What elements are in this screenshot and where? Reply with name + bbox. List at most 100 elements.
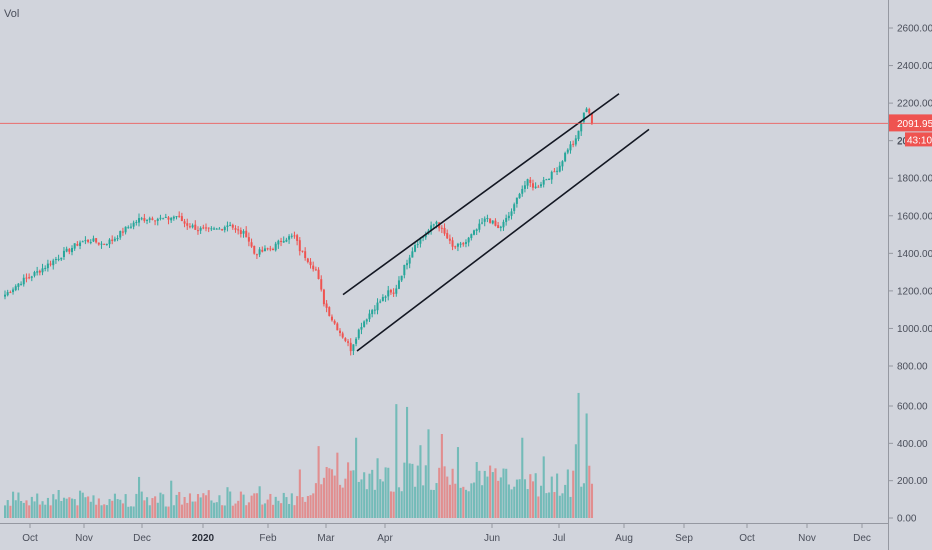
- price-tick-label: 2200.00: [897, 99, 932, 110]
- trend-channel[interactable]: [342, 93, 650, 352]
- candle: [360, 322, 363, 335]
- volume-bar: [154, 496, 157, 518]
- candle: [406, 259, 408, 270]
- candle: [237, 225, 240, 235]
- candle: [462, 241, 465, 247]
- candle: [213, 226, 216, 231]
- candle: [459, 241, 462, 248]
- volume-bar: [467, 491, 470, 518]
- volume-bar: [71, 498, 74, 518]
- volume-bar: [30, 496, 33, 518]
- volume-bar: [569, 496, 572, 518]
- candle: [352, 344, 355, 356]
- candle: [529, 177, 532, 188]
- volume-bar: [403, 462, 406, 518]
- candle: [46, 259, 49, 272]
- volume-bar: [483, 470, 486, 518]
- volume-bar: [566, 469, 569, 518]
- volume-bar: [138, 476, 141, 518]
- candle: [542, 176, 545, 188]
- candle: [564, 151, 567, 163]
- candle: [384, 295, 387, 302]
- candle: [357, 328, 360, 340]
- candle: [507, 212, 510, 221]
- candle: [566, 148, 569, 155]
- volume-bar: [191, 501, 194, 518]
- candle: [344, 337, 347, 343]
- candle: [371, 308, 374, 318]
- candle: [526, 178, 529, 189]
- time-tick-label: Mar: [317, 533, 335, 544]
- candle: [365, 318, 368, 325]
- candle: [280, 237, 283, 247]
- volume-bar: [365, 489, 368, 518]
- volume-bar: [73, 499, 76, 518]
- candle: [62, 247, 65, 260]
- candle: [363, 320, 366, 328]
- candle: [52, 258, 55, 270]
- candle: [207, 227, 210, 233]
- candle: [325, 300, 328, 313]
- candle: [196, 226, 199, 235]
- candle: [368, 309, 371, 323]
- candle: [44, 265, 47, 272]
- candle: [100, 241, 103, 249]
- candle: [146, 219, 149, 225]
- volume-bar: [167, 506, 170, 518]
- volume-bar: [97, 498, 100, 518]
- price-axis[interactable]: 2600.002400.002200.002000.001800.001600.…: [888, 24, 932, 373]
- volume-axis[interactable]: 600.00 400.00 200.00 0.00: [888, 402, 928, 525]
- time-tick-label: Sep: [675, 533, 693, 544]
- candle: [464, 239, 467, 248]
- candle: [175, 215, 178, 220]
- candle: [548, 178, 551, 181]
- volume-bar: [443, 466, 446, 518]
- candle: [304, 247, 307, 261]
- candle: [202, 224, 205, 230]
- volume-bar: [545, 493, 548, 518]
- volume-bar: [22, 502, 25, 518]
- volume-bar: [261, 504, 264, 518]
- volume-bar: [381, 481, 384, 518]
- candle: [513, 202, 516, 214]
- volume-bar: [491, 472, 494, 518]
- time-tick-label: Nov: [798, 533, 816, 544]
- candle: [218, 227, 221, 230]
- volume-bar: [52, 494, 55, 518]
- candle: [223, 225, 226, 233]
- candle: [553, 167, 556, 173]
- volume-bar: [419, 445, 422, 518]
- volume-bar: [207, 490, 210, 518]
- time-axis[interactable]: Oct Nov Dec 2020 Feb Mar Apr Jun Jul Aug Sep Oct Nov…: [22, 524, 871, 544]
- volume-bar: [518, 479, 521, 518]
- candle: [247, 232, 250, 247]
- volume-bar: [148, 505, 151, 518]
- candle: [483, 216, 486, 227]
- volume-bar: [392, 491, 395, 518]
- volume-bar: [6, 500, 9, 518]
- candle: [119, 230, 122, 240]
- candle: [475, 228, 478, 236]
- candle: [151, 216, 154, 221]
- candle: [272, 247, 274, 251]
- channel-upper-line[interactable]: [342, 93, 620, 296]
- candle: [76, 241, 79, 247]
- candle: [416, 240, 419, 248]
- time-tick-label: 2020: [192, 533, 215, 544]
- candle: [322, 288, 325, 307]
- volume-bar: [282, 492, 285, 518]
- volume-bar: [100, 505, 103, 518]
- time-tick-label: Dec: [853, 533, 871, 544]
- channel-lower-line[interactable]: [356, 128, 650, 352]
- time-tick-label: Oct: [739, 533, 755, 544]
- volume-bar: [253, 493, 256, 518]
- volume-bar: [494, 468, 497, 518]
- volume-bar: [272, 504, 275, 518]
- candle: [510, 208, 513, 220]
- volume-bar: [357, 481, 360, 518]
- candle: [288, 234, 291, 244]
- volume-bar: [151, 498, 154, 518]
- volume-bar: [263, 503, 267, 518]
- volume-bar: [156, 502, 159, 518]
